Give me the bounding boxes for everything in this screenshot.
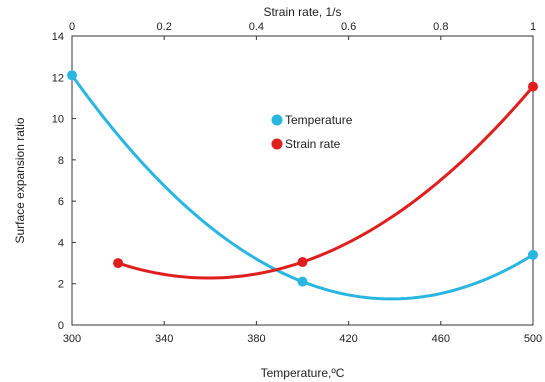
data-point <box>528 81 538 92</box>
top-tick-label: 0.6 <box>341 21 356 33</box>
y-tick-label: 4 <box>58 237 64 249</box>
x-tick-label: 420 <box>339 333 357 345</box>
top-tick-label: 0.8 <box>433 21 448 33</box>
top-tick-label: 1 <box>530 21 536 33</box>
top-tick-label: 0.4 <box>249 21 264 33</box>
y-tick-label: 14 <box>52 31 64 43</box>
data-point <box>67 70 77 81</box>
x-tick-label: 300 <box>63 333 81 345</box>
plot-area <box>71 35 534 326</box>
top-tick-label: 0.2 <box>157 21 172 33</box>
legend: Temperature Strain rate <box>271 113 353 151</box>
y-tick-label: 8 <box>58 155 64 167</box>
y-tick-label: 6 <box>58 196 64 208</box>
legend-label: Strain rate <box>285 137 341 151</box>
legend-marker <box>271 114 283 126</box>
x-tick-label: 380 <box>247 333 265 345</box>
series-line-1 <box>117 85 535 280</box>
x-tick-label: 340 <box>155 333 173 345</box>
x-tick-label: 500 <box>524 333 542 345</box>
x-tick-label: 460 <box>432 333 450 345</box>
x-axis-title: Temperature,ºC <box>261 366 345 380</box>
data-point <box>528 249 538 260</box>
data-point <box>113 258 124 269</box>
y-tick-label: 12 <box>52 72 64 84</box>
y-tick-label: 0 <box>58 320 64 332</box>
legend-label: Temperature <box>285 113 353 127</box>
data-points <box>67 70 538 287</box>
y-tick-label: 10 <box>52 114 64 126</box>
top-axis-title: Strain rate, 1/s <box>263 5 341 19</box>
y-axis-title: Surface expansion ratio <box>13 117 27 243</box>
y-tick-label: 2 <box>58 279 64 291</box>
top-tick-label: 0 <box>69 21 75 33</box>
data-point <box>297 276 308 287</box>
data-point <box>297 257 308 268</box>
legend-marker <box>271 138 283 150</box>
